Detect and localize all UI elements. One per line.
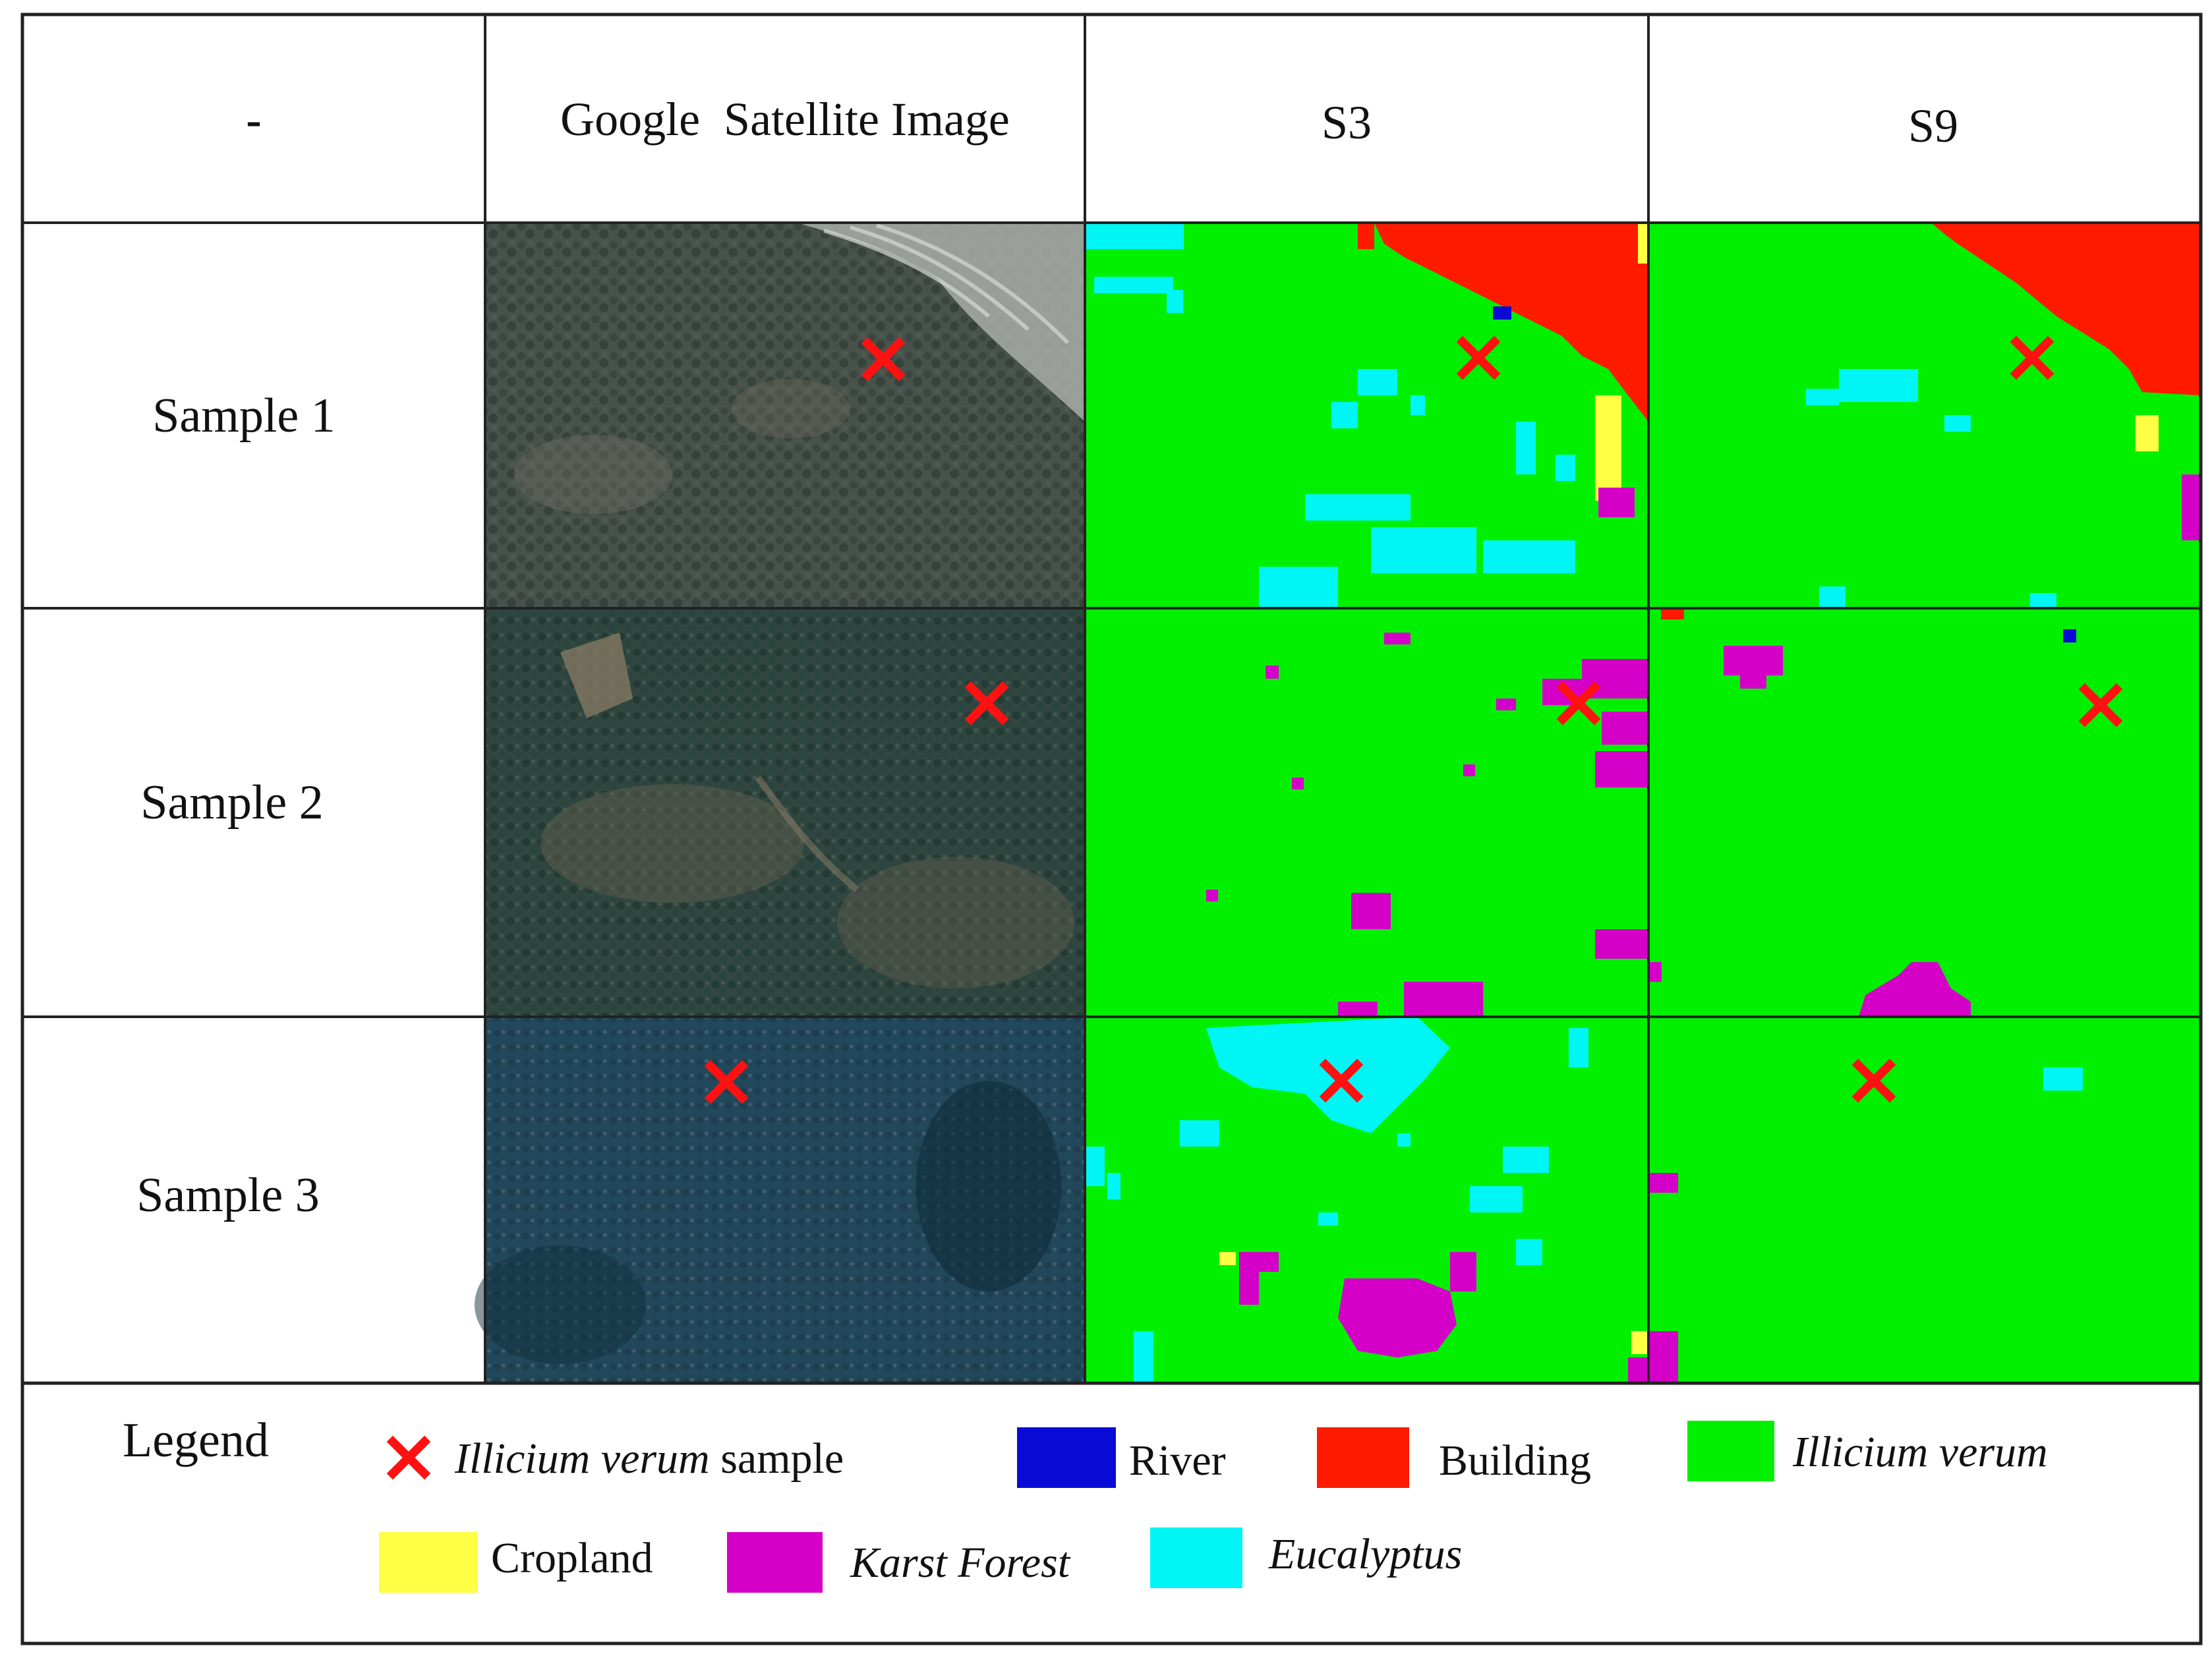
x-marker-stroke <box>1556 681 1601 726</box>
sample-marker-icon <box>964 681 1009 726</box>
legend-swatch-cropland <box>379 1532 478 1593</box>
sample-marker-icon <box>1851 1058 1896 1103</box>
sample-markers <box>704 335 2123 1104</box>
legend-item-building: Building <box>1317 1427 1591 1488</box>
x-marker-stroke <box>1851 1058 1896 1103</box>
legend-label-illicium-verum: Illicium verum <box>1792 1428 2048 1476</box>
legend-item-illicium-verum: Illicium verum <box>1687 1421 2048 1481</box>
legend-label-cropland: Cropland <box>491 1534 653 1582</box>
sample-marker-icon <box>1556 681 1601 726</box>
x-marker-stroke <box>861 337 906 382</box>
legend-sample-suffix: sample <box>710 1435 844 1483</box>
legend-sample-italic: Illicium verum <box>454 1435 710 1483</box>
x-marker-stroke <box>1456 335 1501 380</box>
sample-marker-icon <box>2010 335 2054 380</box>
satellite-image-sample-1 <box>485 223 1085 608</box>
s9-map-sample-2 <box>1648 608 2201 1017</box>
row-label-sample-1: Sample 1 <box>152 389 335 443</box>
legend-title: Legend <box>123 1413 269 1468</box>
legend-item-eucalyptus: Eucalyptus <box>1150 1527 1462 1588</box>
header-satellite-image: Google Satellite Image <box>560 93 1010 146</box>
header-corner: - <box>246 95 261 146</box>
x-marker-stroke <box>386 1435 431 1480</box>
x-marker-stroke <box>704 1060 749 1104</box>
legend-label-karst-forest: Karst Forest <box>850 1539 1071 1587</box>
sample-marker-icon <box>861 337 906 382</box>
s3-map-sample-3 <box>1085 1017 1648 1383</box>
satellite-image-sample-2 <box>485 608 1085 1017</box>
red-x-marker-icon <box>386 1435 431 1480</box>
sample-marker-icon <box>704 1060 749 1104</box>
legend-label-eucalyptus: Eucalyptus <box>1268 1530 1462 1578</box>
header-s9: S9 <box>1908 100 1958 152</box>
legend-item-river: River <box>1017 1427 1226 1488</box>
sample-marker-icon <box>2078 683 2123 727</box>
legend-swatch-river <box>1017 1427 1116 1488</box>
x-marker-stroke <box>1319 1058 1364 1103</box>
header-s3: S3 <box>1322 96 1372 149</box>
legend-x-marker-icon <box>386 1435 431 1480</box>
legend-swatch-eucalyptus <box>1150 1527 1242 1588</box>
x-marker-stroke <box>2078 683 2123 727</box>
s9-map-sample-1 <box>1648 223 2201 608</box>
legend-label-building: Building <box>1439 1437 1591 1485</box>
satellite-image-sample-3 <box>475 1017 1085 1383</box>
legend-swatch-illicium-verum <box>1687 1421 1774 1481</box>
x-marker-stroke <box>964 681 1009 726</box>
s3-map-sample-1 <box>1085 223 1648 608</box>
legend-sample-marker: Illicium verum sample <box>386 1435 844 1483</box>
legend-item-karst-forest: Karst Forest <box>727 1532 1071 1593</box>
row-label-sample-2: Sample 2 <box>140 776 323 830</box>
sample-marker-icon <box>1456 335 1501 380</box>
s3-map-sample-2 <box>1085 608 1648 1017</box>
legend-swatch-building <box>1317 1427 1409 1488</box>
sample-marker-icon <box>1319 1058 1364 1103</box>
legend-sample-label: Illicium verum sample <box>454 1435 844 1483</box>
x-marker-stroke <box>2010 335 2054 380</box>
s9-map-sample-3 <box>1648 1017 2201 1383</box>
legend-label-river: River <box>1129 1437 1226 1485</box>
legend-item-cropland: Cropland <box>379 1532 653 1593</box>
row-label-sample-3: Sample 3 <box>136 1168 319 1222</box>
legend: Legend Illicium verum sample River Build… <box>123 1413 2048 1593</box>
legend-swatch-karst-forest <box>727 1532 823 1593</box>
table-grid <box>20 13 2203 1645</box>
